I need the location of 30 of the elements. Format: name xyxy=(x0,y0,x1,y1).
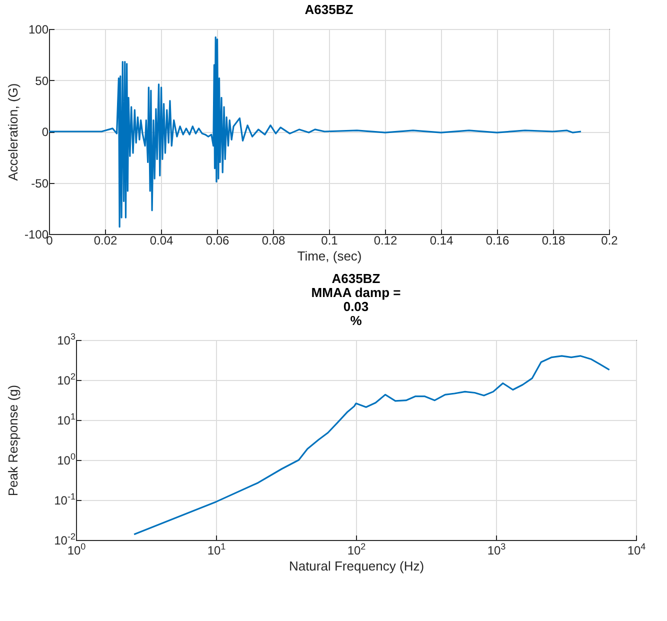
x-tick-label: 10$^{3}$ xyxy=(487,542,506,558)
x-tick-label: 0.16 xyxy=(486,234,510,248)
y-axis-title: Peak Response (g) xyxy=(5,384,20,496)
x-axis-title: Time, (sec) xyxy=(297,248,362,264)
x-tick-label: 0.1 xyxy=(321,234,338,248)
x-tick-label: 0.2 xyxy=(601,234,618,248)
chart-title: A635BZ xyxy=(304,2,354,17)
x-tick-label: 0.06 xyxy=(206,234,230,248)
y-tick-label: 10$^{2}$ xyxy=(57,372,76,388)
chart-title: A635BZ MMAA damp = 0.03 % xyxy=(311,271,402,328)
x-tick-label: 10$^{2}$ xyxy=(347,542,366,558)
x-tick-label: 0.18 xyxy=(542,234,566,248)
x-tick-label: 10$^{1}$ xyxy=(207,542,226,558)
x-tick-label: 0.04 xyxy=(150,234,174,248)
x-tick-label: 0.14 xyxy=(430,234,454,248)
y-tick-label: 10$^{3}$ xyxy=(57,332,76,348)
y-tick-label: 10$^{1}$ xyxy=(57,412,76,428)
x-tick-label: 0.12 xyxy=(374,234,398,248)
x-axis-title: Natural Frequency (Hz) xyxy=(288,558,424,574)
x-tick-label: 10$^{4}$ xyxy=(627,542,646,558)
y-axis-title: Acceleration, (G) xyxy=(5,83,20,181)
y-tick-label: 100 xyxy=(28,22,49,36)
y-tick-label: 10$^{0}$ xyxy=(57,452,76,468)
y-tick-label: 0 xyxy=(42,125,49,139)
y-tick-label: 10$^{-1}$ xyxy=(54,492,76,508)
y-tick-label: -50 xyxy=(31,176,49,190)
y-tick-label: 50 xyxy=(35,74,49,88)
x-tick-label: 0.02 xyxy=(94,234,118,248)
line-series xyxy=(49,36,582,228)
x-tick-label: 0.08 xyxy=(262,234,286,248)
